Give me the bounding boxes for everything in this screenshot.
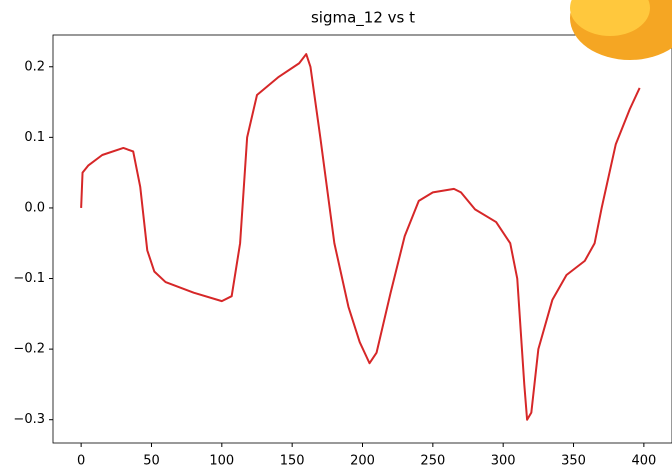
x-tick-label: 0 — [77, 454, 85, 469]
chart-title: sigma_12 vs t — [311, 9, 415, 28]
y-tick-label: −0.3 — [13, 412, 45, 427]
emoji-overlay — [570, 0, 672, 60]
x-tick-label: 200 — [350, 454, 375, 469]
x-tick-label: 400 — [631, 454, 656, 469]
x-tick-label: 350 — [561, 454, 586, 469]
x-tick-label: 50 — [143, 454, 160, 469]
x-tick-label: 100 — [209, 454, 234, 469]
y-tick-label: −0.1 — [13, 271, 45, 286]
y-tick-label: 0.0 — [24, 200, 45, 215]
data-line — [80, 53, 641, 421]
x-tick-label: 300 — [491, 454, 516, 469]
y-tick-label: 0.2 — [24, 59, 45, 74]
x-tick-label: 250 — [420, 454, 445, 469]
y-tick-label: 0.1 — [24, 130, 45, 145]
x-tick-label: 150 — [280, 454, 305, 469]
y-tick-label: −0.2 — [13, 342, 45, 357]
